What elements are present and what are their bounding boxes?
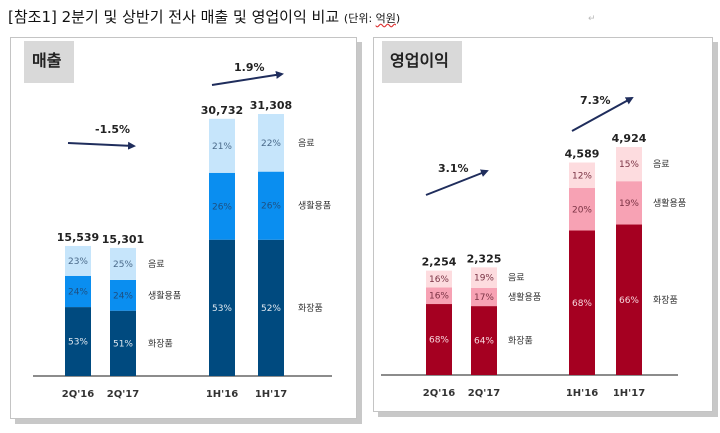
segment-legend-label: 생활용품 (298, 200, 331, 212)
bar-segment-화장품-2Q'16 (65, 307, 91, 376)
x-tick-label: 2Q'16 (423, 388, 455, 399)
bar-segment-화장품-2Q'16 (426, 304, 452, 375)
bar-total-label: 2,325 (467, 252, 502, 265)
bar-segment-음료-1H'17 (258, 114, 284, 172)
bar-segment-생활용품-2Q'17 (110, 279, 136, 311)
growth-arrow (67, 141, 136, 150)
bar-total-label: 4,924 (612, 132, 647, 145)
segment-percent-label: 15% (619, 160, 639, 170)
growth-rate-label: -1.5% (95, 123, 130, 136)
segment-legend-label: 생활용품 (508, 291, 541, 303)
segment-percent-label: 21% (212, 142, 232, 152)
bar-segment-음료-1H'16 (569, 162, 595, 189)
segment-legend-label: 생활용품 (148, 289, 181, 301)
bar-segment-화장품-1H'17 (258, 239, 284, 376)
segment-percent-label: 26% (212, 202, 232, 212)
segment-percent-label: 19% (474, 274, 494, 284)
segment-legend-label: 음료 (508, 273, 525, 284)
bar-segment-화장품-2Q'17 (471, 306, 497, 375)
bar-segment-생활용품-1H'17 (616, 181, 642, 225)
segment-percent-label: 53% (212, 304, 232, 314)
growth-rate-label: 7.3% (580, 94, 611, 107)
segment-percent-label: 20% (572, 205, 592, 215)
bar-total-label: 31,308 (250, 99, 292, 112)
segment-percent-label: 16% (429, 292, 449, 302)
x-tick-label: 1H'16 (206, 389, 238, 400)
segment-percent-label: 66% (619, 296, 639, 306)
bar-segment-음료-1H'17 (616, 147, 642, 182)
segment-legend-label: 화장품 (508, 336, 533, 347)
growth-arrow (211, 70, 284, 86)
segment-percent-label: 23% (68, 257, 88, 267)
bar-segment-음료-2Q'17 (110, 247, 136, 280)
segment-legend-label: 화장품 (298, 303, 323, 314)
segment-legend-label: 화장품 (653, 295, 678, 306)
bar-total-label: 2,254 (422, 256, 457, 269)
x-tick-label: 1H'17 (613, 388, 645, 399)
x-tick-label: 1H'17 (255, 389, 287, 400)
bar-segment-음료-2Q'17 (471, 267, 497, 288)
bar-total-label: 30,732 (201, 104, 243, 117)
bar-segment-생활용품-1H'16 (209, 172, 235, 240)
paragraph-mark: ↵ (588, 14, 596, 24)
segment-percent-label: 25% (113, 260, 133, 270)
bar-segment-생활용품-1H'16 (569, 188, 595, 231)
segment-legend-label: 음료 (653, 159, 670, 170)
segment-legend-label: 음료 (148, 259, 165, 270)
x-tick-label: 2Q'16 (62, 389, 94, 400)
bar-segment-음료-1H'16 (209, 118, 235, 173)
x-tick-label: 2Q'17 (468, 388, 500, 399)
bar-segment-생활용품-2Q'16 (65, 275, 91, 308)
growth-rate-label: 1.9% (234, 61, 265, 74)
bar-total-label: 15,301 (102, 233, 144, 246)
operating-profit-chart-title: 영업이익 (382, 41, 462, 83)
bar-segment-화장품-1H'17 (616, 224, 642, 375)
title-text: [참조1] 2분기 및 상반기 전사 매출 및 영업이익 비교 (8, 8, 340, 26)
sales-chart-title: 매출 (24, 41, 74, 83)
bar-segment-화장품-2Q'17 (110, 310, 136, 376)
unit-note: (단위: 억원) (343, 12, 401, 25)
bar-segment-음료-2Q'16 (426, 270, 452, 288)
segment-percent-label: 24% (113, 291, 133, 301)
bar-total-label: 4,589 (565, 148, 600, 161)
segment-percent-label: 68% (429, 336, 449, 346)
segment-percent-label: 16% (429, 275, 449, 285)
segment-percent-label: 52% (261, 304, 281, 314)
segment-legend-label: 음료 (298, 138, 315, 149)
segment-percent-label: 26% (261, 202, 281, 212)
segment-legend-label: 생활용품 (653, 197, 686, 209)
segment-percent-label: 64% (474, 337, 494, 347)
unit-word: 억원 (375, 12, 396, 25)
segment-percent-label: 12% (572, 171, 592, 181)
bar-segment-화장품-1H'16 (209, 239, 235, 376)
segment-percent-label: 53% (68, 338, 88, 348)
growth-rate-label: 3.1% (438, 162, 469, 175)
segment-percent-label: 22% (261, 139, 281, 149)
segment-percent-label: 51% (113, 339, 133, 349)
page-title: [참조1] 2분기 및 상반기 전사 매출 및 영업이익 비교 (단위: 억원) (8, 6, 400, 27)
x-tick-label: 1H'16 (566, 388, 598, 399)
segment-percent-label: 17% (474, 293, 494, 303)
bar-segment-생활용품-2Q'17 (471, 287, 497, 307)
segment-percent-label: 19% (619, 199, 639, 209)
growth-arrow (571, 97, 634, 132)
segment-percent-label: 68% (572, 299, 592, 309)
bar-segment-화장품-1H'16 (569, 230, 595, 375)
bar-total-label: 15,539 (57, 231, 99, 244)
x-tick-label: 2Q'17 (107, 389, 139, 400)
segment-legend-label: 화장품 (148, 338, 173, 349)
segment-percent-label: 24% (68, 287, 88, 297)
bar-segment-생활용품-1H'17 (258, 171, 284, 240)
growth-arrow (425, 169, 489, 196)
bar-segment-생활용품-2Q'16 (426, 287, 452, 305)
bar-segment-음료-2Q'16 (65, 245, 91, 276)
